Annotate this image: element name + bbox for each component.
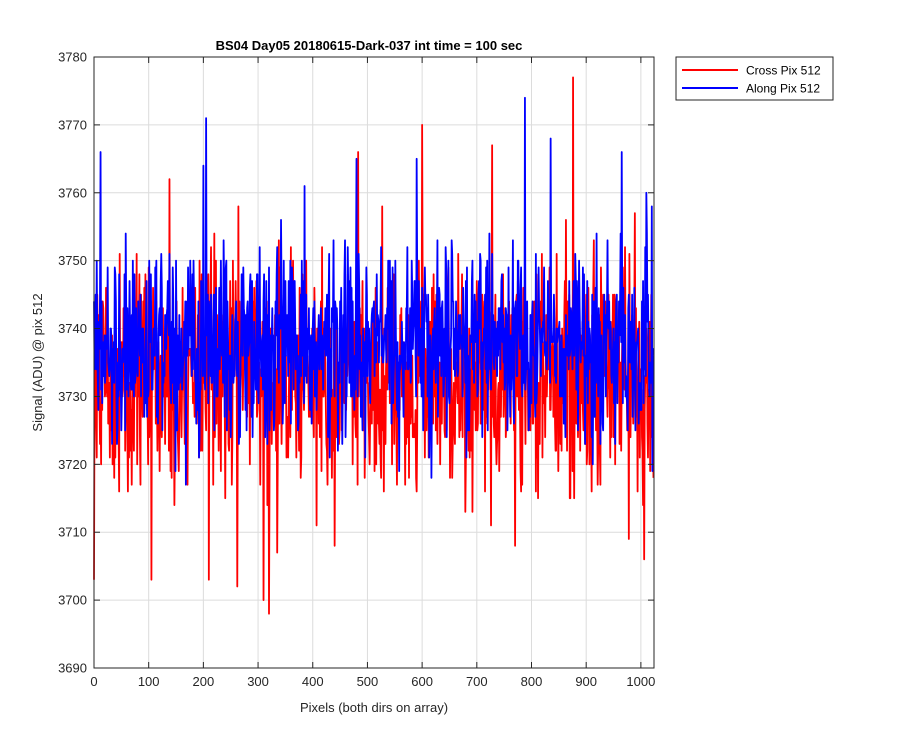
x-tick-label: 800	[521, 674, 543, 689]
x-tick-label: 900	[575, 674, 597, 689]
y-tick-label: 3730	[58, 389, 87, 404]
series-lines	[93, 76, 655, 615]
y-tick-label: 3780	[58, 50, 87, 65]
y-tick-label: 3770	[58, 117, 87, 132]
x-tick-label: 200	[193, 674, 215, 689]
x-tick-label: 600	[411, 674, 433, 689]
series-line-along	[93, 96, 655, 486]
x-tick-label: 500	[357, 674, 379, 689]
y-tick-label: 3760	[58, 185, 87, 200]
x-tick-label: 400	[302, 674, 324, 689]
legend: Cross Pix 512 Along Pix 512	[675, 56, 834, 101]
y-tick-label: 3690	[58, 661, 87, 676]
x-axis-label: Pixels (both dirs on array)	[300, 700, 448, 715]
y-axis-label: Signal (ADU) @ pix 512	[30, 293, 45, 431]
axis-ticks: 0 100 200 300 400 500 600 700 800 900 1000 3690 3700…	[58, 50, 655, 690]
legend-box	[675, 56, 834, 101]
y-tick-label: 3720	[58, 457, 87, 472]
legend-label-cross: Cross Pix 512	[746, 64, 821, 78]
legend-label-along: Along Pix 512	[746, 82, 820, 96]
plot-frame	[93, 56, 655, 669]
x-tick-label: 700	[466, 674, 488, 689]
chart-title: BS04 Day05 20180615-Dark-037 int time = …	[216, 38, 523, 53]
x-tick-label: 1000	[626, 674, 655, 689]
x-tick-label: 100	[138, 674, 160, 689]
y-tick-label: 3750	[58, 253, 87, 268]
y-tick-label: 3710	[58, 525, 87, 540]
y-tick-label: 3740	[58, 321, 87, 336]
x-tick-label: 300	[247, 674, 269, 689]
y-tick-label: 3700	[58, 593, 87, 608]
x-tick-label: 0	[90, 674, 97, 689]
